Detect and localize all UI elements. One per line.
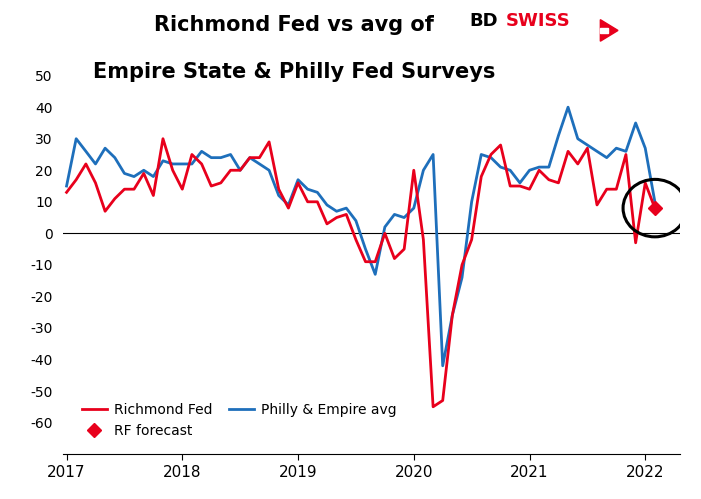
Text: Empire State & Philly Fed Surveys: Empire State & Philly Fed Surveys (93, 62, 496, 82)
Polygon shape (600, 27, 608, 33)
Text: Richmond Fed vs avg of: Richmond Fed vs avg of (154, 15, 435, 35)
Polygon shape (600, 19, 618, 41)
Text: BD: BD (470, 12, 498, 30)
Text: SWISS: SWISS (506, 12, 571, 30)
Legend: Richmond Fed, RF forecast, Philly & Empire avg: Richmond Fed, RF forecast, Philly & Empi… (76, 397, 402, 443)
